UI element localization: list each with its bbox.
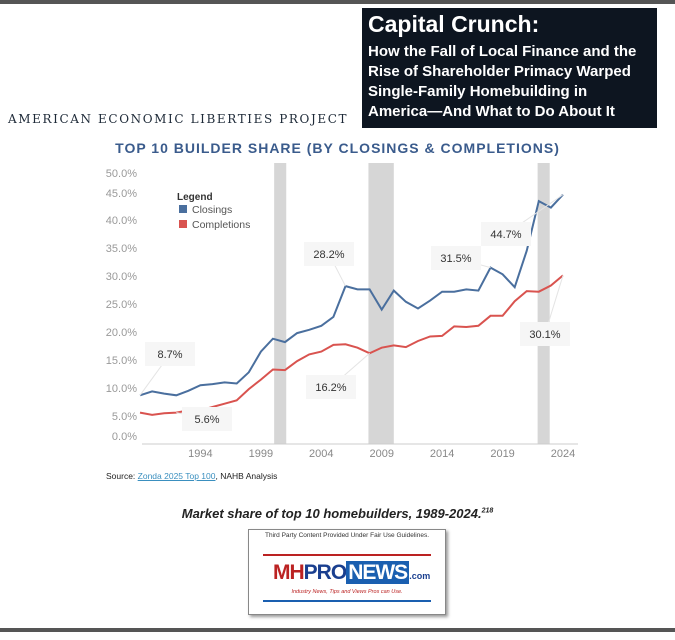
logo-news: NEWS	[346, 561, 410, 584]
logo-wordmark: MHPRONEWS .com	[273, 561, 430, 585]
annotation-box	[431, 246, 481, 270]
annotation-label: 5.6%	[194, 414, 219, 426]
annotation-box	[520, 322, 570, 346]
annotation-label: 16.2%	[315, 382, 346, 394]
figure-caption: Market share of top 10 homebuilders, 198…	[0, 506, 675, 521]
y-tick-label: 35.0%	[106, 243, 137, 255]
annotation-box	[306, 375, 356, 399]
y-tick-label: 5.0%	[112, 411, 137, 423]
caption-text: Market share of top 10 homebuilders, 198…	[181, 506, 482, 521]
source-link[interactable]: Zonda 2025 Top 100	[137, 471, 216, 481]
logo-mh: MH	[273, 561, 305, 584]
y-tick-label: 0.0%	[112, 431, 137, 443]
logo-tagline: Industry News, Tips and Views Pros can U…	[291, 589, 403, 595]
chart-title: TOP 10 BUILDER SHARE (BY CLOSINGS & COMP…	[115, 140, 560, 156]
x-tick-label: 2024	[551, 448, 575, 460]
annotation-label: 44.7%	[490, 229, 521, 241]
annotation-label: 28.2%	[313, 249, 344, 261]
legend-label: Completions	[192, 219, 250, 231]
logo-rule	[263, 600, 431, 602]
organization-name: AMERICAN ECONOMIC LIBERTIES PROJECT	[8, 112, 349, 126]
subtitle-line: Rise of Shareholder Primacy Warped	[368, 63, 631, 80]
series-line-closings	[139, 193, 564, 397]
y-tick-label: 45.0%	[106, 188, 137, 200]
legend-swatch-completions	[179, 220, 187, 228]
recession-band	[368, 163, 394, 444]
x-tick-label: 2014	[430, 448, 454, 460]
legend-title: Legend	[177, 192, 213, 203]
fair-use-notice: Third Party Content Provided Under Fair …	[264, 532, 430, 539]
x-tick-label: 2009	[369, 448, 393, 460]
y-tick-label: 10.0%	[106, 383, 137, 395]
report-title-box: Capital Crunch: How the Fall of Local Fi…	[362, 8, 657, 128]
bottom-border	[0, 628, 675, 632]
annotation-box	[182, 407, 232, 431]
legend-swatch-closings	[179, 205, 187, 213]
y-tick-label: 30.0%	[106, 271, 137, 283]
subtitle-line: Single-Family Homebuilding in	[368, 83, 588, 100]
x-tick-label: 2004	[309, 448, 333, 460]
report-title: Capital Crunch:	[368, 11, 540, 37]
source-note: Source: Zonda 2025 Top 100, NAHB Analysi…	[106, 471, 277, 481]
recession-band	[274, 163, 287, 444]
annotation-box	[304, 242, 354, 266]
line-chart: 0.0% 5.0% 10.0% 15.0% 20.0% 25.0% 30.0% 35.0% 40…	[106, 163, 578, 460]
source-suffix: , NAHB Analysis	[215, 471, 278, 481]
x-tick-label: 2019	[490, 448, 514, 460]
subtitle-line: How the Fall of Local Finance and the	[368, 43, 637, 60]
y-tick-label: 25.0%	[106, 299, 137, 311]
annotation-label: 8.7%	[157, 349, 182, 361]
y-tick-label: 40.0%	[106, 215, 137, 227]
logo-rule	[263, 554, 431, 556]
y-tick-label: 50.0%	[106, 168, 137, 180]
report-subtitle: How the Fall of Local Finance and the Ri…	[368, 42, 651, 122]
subtitle-line: America—And What to Do About It	[368, 103, 615, 120]
top-border	[0, 0, 675, 4]
annotation-box	[481, 222, 531, 246]
logo-pro: PRO	[303, 561, 348, 584]
x-tick-label: 1999	[249, 448, 273, 460]
source-prefix: Source:	[106, 471, 138, 481]
y-tick-label: 15.0%	[106, 355, 137, 367]
mhpronews-logo: Third Party Content Provided Under Fair …	[248, 529, 446, 615]
annotation-label: 31.5%	[440, 253, 471, 265]
logo-com: .com	[409, 571, 431, 581]
recession-band	[537, 163, 550, 444]
footnote-ref: 218	[481, 507, 494, 515]
annotation-label: 30.1%	[529, 329, 560, 341]
x-tick-label: 1994	[188, 448, 212, 460]
annotation-box	[145, 342, 195, 366]
y-tick-label: 20.0%	[106, 327, 137, 339]
legend-label: Closings	[192, 204, 232, 216]
